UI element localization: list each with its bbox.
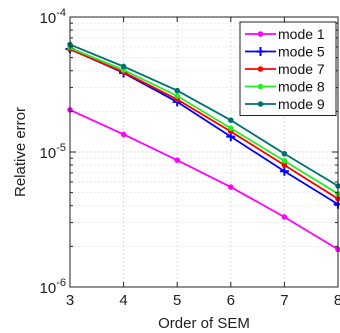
legend-label: mode 1	[278, 26, 325, 42]
legend-marker	[257, 101, 264, 107]
data-point	[174, 87, 180, 94]
series-line	[69, 47, 339, 195]
y-tick-base: 10	[40, 145, 57, 162]
legend-marker	[257, 83, 264, 90]
legend-marker	[257, 31, 264, 37]
x-tick-label: 7	[280, 292, 288, 309]
data-point	[228, 117, 234, 124]
tick-labels: 3 4 5 6 7 810-410-510-6	[40, 7, 340, 309]
y-tick-label: 10-4	[40, 7, 66, 27]
y-tick-exponent: -4	[56, 7, 66, 19]
data-point	[120, 131, 127, 138]
series-mode-9	[67, 41, 340, 189]
legend-label: mode 8	[278, 79, 325, 95]
legend-label: mode 9	[278, 96, 325, 112]
legend-marker	[256, 47, 265, 56]
x-tick-label: 4	[119, 292, 127, 309]
data-point	[279, 166, 289, 176]
data-point	[120, 63, 127, 70]
data-point	[281, 158, 288, 164]
legend-label: mode 7	[278, 61, 325, 77]
x-tick-label: 5	[173, 292, 181, 309]
x-tick-label: 8	[334, 292, 340, 309]
data-point	[281, 214, 288, 220]
legend-marker	[257, 66, 264, 72]
x-tick-label: 3	[66, 292, 74, 309]
y-axis-label: Relative error	[12, 107, 29, 197]
series-line	[69, 109, 339, 251]
data-point	[228, 184, 234, 190]
x-tick-label: 6	[227, 292, 235, 309]
data-point	[174, 93, 180, 99]
data-point	[228, 125, 234, 132]
data-point	[281, 150, 288, 157]
y-tick-label: 10-5	[40, 142, 66, 162]
x-axis-label: Order of SEM	[158, 315, 250, 332]
data-point	[174, 157, 180, 163]
series-line	[69, 48, 339, 200]
y-tick-exponent: -5	[56, 142, 66, 154]
y-tick-label: 10-6	[40, 277, 66, 297]
legend-label: mode 5	[278, 44, 325, 60]
y-tick-exponent: -6	[56, 277, 66, 289]
y-tick-base: 10	[40, 10, 57, 27]
y-tick-base: 10	[40, 280, 57, 297]
series-line	[69, 43, 339, 187]
data-point	[281, 162, 288, 168]
